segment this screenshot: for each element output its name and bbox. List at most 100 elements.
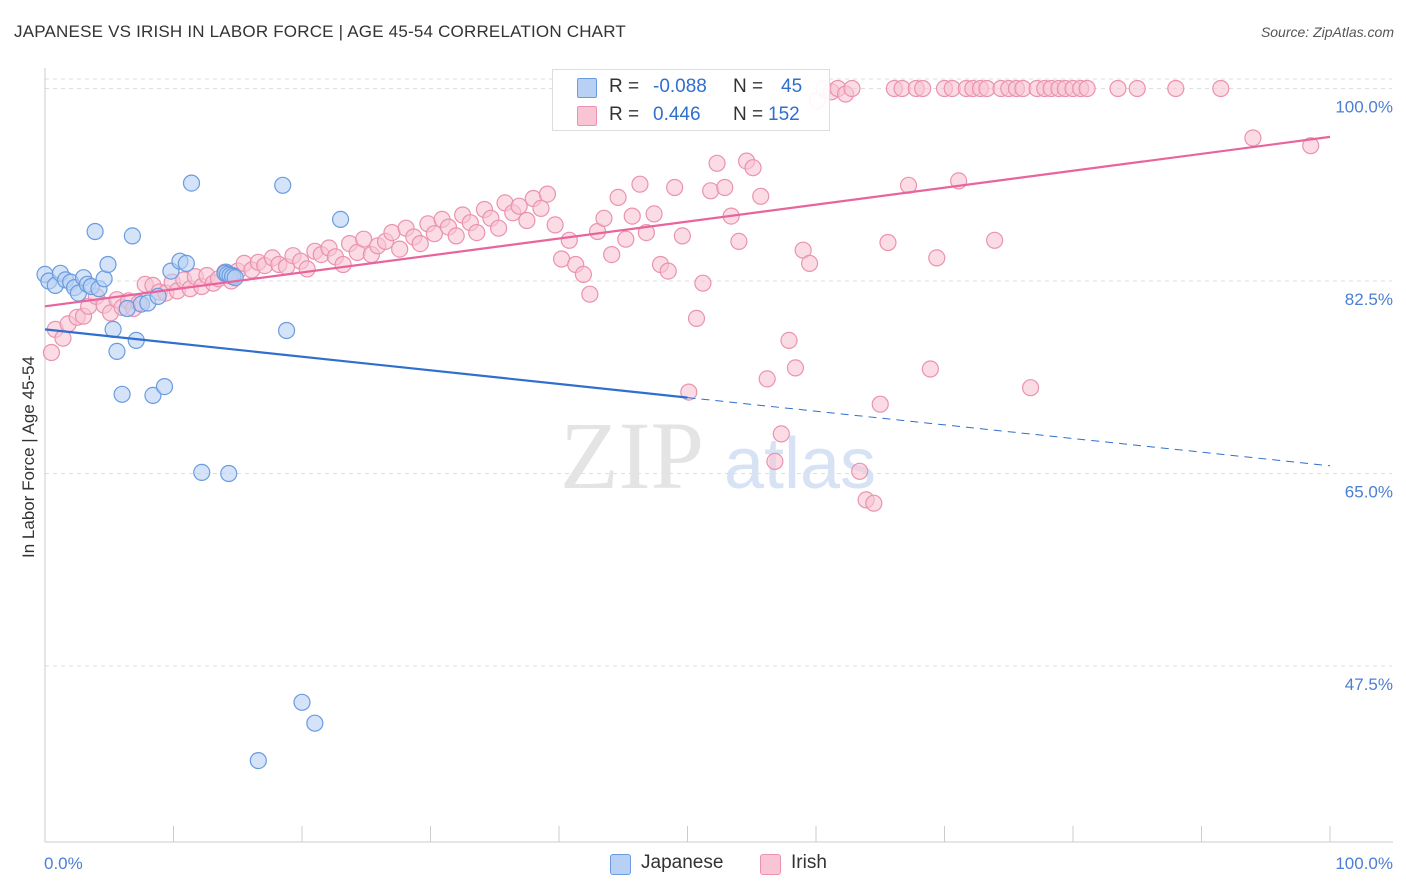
japanese-r-label: R = (609, 76, 640, 97)
y-tick-label: 65.0% (1345, 483, 1393, 502)
irish-point (518, 211, 536, 230)
japanese-point (155, 378, 174, 396)
irish-point (758, 370, 776, 388)
japanese-point (220, 464, 238, 483)
irish-point (1302, 137, 1320, 155)
irish-point (730, 232, 748, 250)
japanese-r-value: -0.088 (653, 76, 707, 97)
japanese-point (277, 321, 296, 340)
irish-point (383, 224, 401, 242)
irish-point (411, 235, 429, 253)
irish-point (986, 231, 1004, 249)
irish-point (694, 274, 712, 292)
source-label: Source: ZipAtlas.com (1260, 24, 1394, 40)
irish-point (631, 175, 649, 193)
japanese-n-value: 45 (781, 76, 803, 97)
japanese-point (226, 269, 244, 287)
chart-title: JAPANESE VS IRISH IN LABOR FORCE | AGE 4… (14, 22, 626, 41)
irish-point (595, 209, 613, 227)
irish-point (843, 79, 861, 98)
irish-point (425, 225, 443, 243)
japanese-point (177, 254, 195, 272)
irish-point (298, 260, 316, 278)
legend-row-japanese: R = -0.088 N = 45 (553, 73, 829, 101)
irish-point (1128, 79, 1146, 98)
irish-point (673, 227, 691, 245)
irish-point (1244, 129, 1262, 147)
japanese-trend-extension (687, 397, 1331, 467)
tick-labels: 100.0% 82.5% 65.0% 47.5% 0.0% 100.0% (44, 98, 1393, 874)
irish-point (865, 494, 883, 512)
x-tick-label-min: 0.0% (44, 854, 83, 873)
irish-point (851, 462, 869, 480)
irish-point (581, 285, 599, 303)
irish-point (1021, 379, 1040, 397)
japanese-point (95, 270, 113, 288)
irish-swatch (577, 106, 597, 126)
japanese-point (86, 222, 104, 241)
japanese-trend-line (44, 328, 688, 399)
irish-point (752, 187, 770, 205)
irish-point (879, 233, 897, 252)
japanese-point (293, 693, 311, 711)
watermark-atlas: atlas (724, 424, 876, 504)
irish-point (538, 185, 557, 203)
axes (44, 68, 1393, 843)
irish-r-label: R = (609, 104, 640, 125)
irish-point (623, 207, 641, 225)
watermark-zip: ZIP (560, 402, 704, 509)
legend-irish-label: Irish (791, 852, 827, 873)
irish-point (609, 188, 627, 206)
japanese-point (118, 299, 136, 318)
irish-point (659, 262, 677, 280)
irish-trend-line (44, 135, 1331, 308)
japanese-point (144, 386, 162, 404)
irish-point (716, 178, 734, 197)
irish-point (1212, 79, 1230, 98)
irish-r-value: 0.446 (653, 104, 701, 125)
irish-point (780, 331, 798, 349)
legend-irish-swatch (760, 854, 781, 875)
irish-point (560, 231, 578, 249)
irish-point (1109, 79, 1127, 98)
japanese-swatch (577, 78, 597, 98)
legend-japanese-swatch (610, 854, 631, 875)
irish-point (871, 395, 889, 413)
japanese-point (331, 210, 350, 228)
irish-point (468, 224, 486, 242)
japanese-point (249, 751, 267, 770)
series-legend: Japanese Irish (0, 850, 1406, 878)
irish-point (546, 216, 564, 234)
x-tick-label-max: 100.0% (1335, 854, 1393, 873)
irish-point (666, 178, 684, 197)
irish-point (42, 343, 61, 362)
irish-n-value: 152 (768, 104, 800, 125)
japanese-point (274, 176, 292, 194)
irish-point (447, 227, 465, 245)
japanese-series-points (36, 174, 350, 770)
irish-point (800, 254, 819, 272)
irish-point (1167, 79, 1185, 98)
irish-point (490, 219, 508, 237)
y-tick-label: 47.5% (1345, 675, 1393, 694)
japanese-n-label: N = (733, 76, 764, 97)
irish-point (928, 249, 946, 267)
irish-point (914, 79, 932, 98)
irish-point (772, 425, 790, 443)
legend-row-irish: R = 0.446 N = 152 (553, 101, 829, 129)
legend-japanese-label: Japanese (641, 852, 724, 873)
irish-point (645, 205, 663, 223)
y-axis-label: In Labor Force | Age 45-54 (19, 356, 38, 558)
japanese-point (108, 342, 126, 360)
irish-n-label: N = (733, 104, 764, 125)
y-tick-label: 100.0% (1335, 98, 1393, 117)
correlation-legend: R = -0.088 N = 45 R = 0.446 N = 152 (552, 69, 830, 131)
irish-point (1078, 79, 1096, 98)
japanese-point (99, 255, 117, 274)
irish-point (334, 255, 352, 274)
irish-point (702, 182, 720, 200)
irish-point (680, 383, 698, 401)
japanese-point (193, 463, 211, 481)
irish-point (766, 452, 784, 470)
